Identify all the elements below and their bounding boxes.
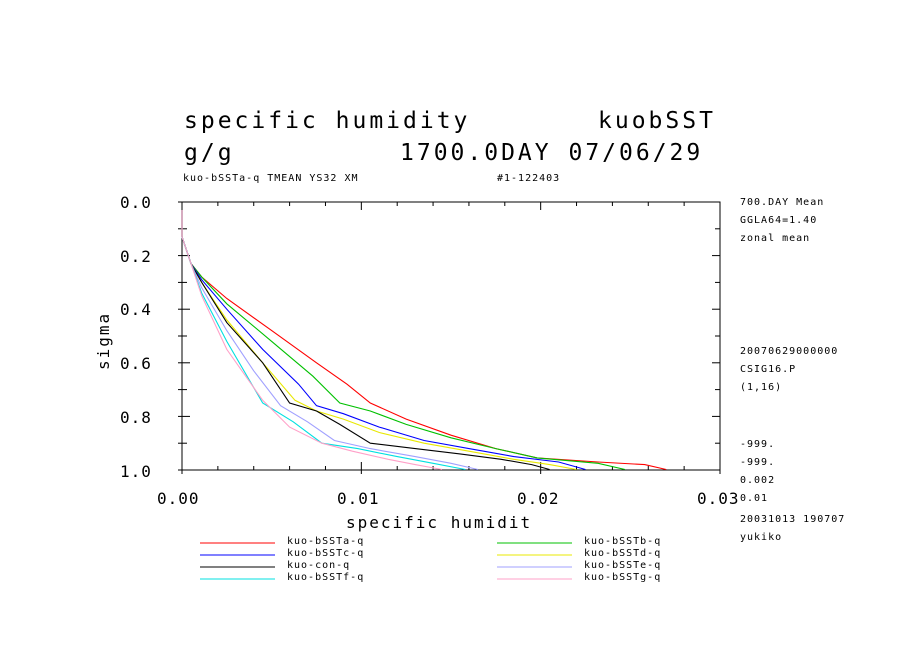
x-axis-label: specific humidit	[346, 513, 533, 532]
legend-label: kuo-bSSTc-q	[287, 548, 365, 559]
legend-label: kuo-con-q	[287, 560, 351, 571]
x-tick-label: 0.01	[337, 489, 380, 508]
side-info-date: 20070629000000	[740, 346, 839, 357]
y-tick-label: 0.0	[120, 193, 152, 212]
side-info-undef-2: -999.	[740, 457, 776, 468]
y-tick-label: 0.6	[120, 354, 152, 373]
side-info-range: (1,16)	[740, 382, 783, 393]
y-tick-label: 0.2	[120, 247, 152, 266]
series-line-kuo-bSSTb-q	[181, 210, 626, 471]
legend-label: kuo-bSSTe-q	[584, 560, 662, 571]
experiment-name: kuobSST	[598, 108, 716, 134]
x-tick-label: 0.03	[697, 489, 740, 508]
side-info-interval-2: 0.01	[740, 493, 769, 504]
subtitle-right: #1-122403	[497, 173, 561, 184]
units-label: g/g	[184, 140, 235, 166]
side-info-undef-1: -999.	[740, 439, 776, 450]
side-info-interval-1: 0.002	[740, 475, 776, 486]
y-tick-label: 0.4	[120, 300, 152, 319]
side-info-grid: GGLA64=1.40	[740, 215, 818, 226]
subtitle-left: kuo-bSSTa-q TMEAN YS32 XM	[183, 173, 359, 184]
y-tick-label: 1.0	[120, 462, 152, 481]
series-line-kuo-bSSTf-q	[181, 210, 466, 471]
side-info-levels: CSIG16.P	[740, 364, 797, 375]
x-tick-label: 0.02	[517, 489, 560, 508]
legend-label: kuo-bSSTd-q	[584, 548, 662, 559]
series-line-kuo-bSSTg-q	[181, 210, 443, 471]
side-info-mean: 700.DAY Mean	[740, 197, 825, 208]
series-line-kuo-bSSTd-q	[181, 210, 577, 471]
plot-frame	[181, 201, 721, 471]
legend-label: kuo-bSSTb-q	[584, 536, 662, 547]
side-info-zonal: zonal mean	[740, 233, 811, 244]
legend-label: kuo-bSSTa-q	[287, 536, 365, 547]
legend-label: kuo-bSSTf-q	[287, 572, 365, 583]
x-tick-label: 0.00	[157, 489, 200, 508]
legend-label: kuo-bSSTg-q	[584, 572, 662, 583]
series-line-kuo-con-q	[181, 210, 550, 471]
chart-title: specific humidity	[184, 108, 471, 134]
side-info-user: yukiko	[740, 532, 783, 543]
side-info-created: 20031013 190707	[740, 514, 846, 525]
time-stamp: 1700.0DAY 07/06/29	[400, 140, 704, 166]
y-tick-label: 0.8	[120, 408, 152, 427]
